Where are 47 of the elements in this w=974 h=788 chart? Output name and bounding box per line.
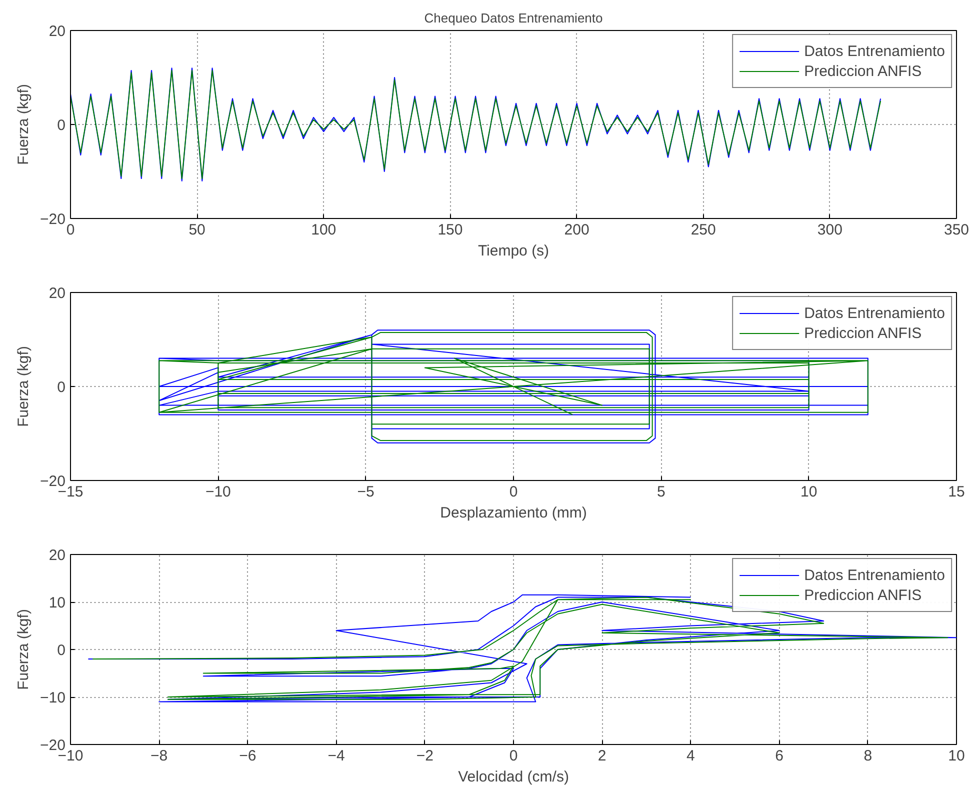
x-tick-label: 100 (311, 222, 336, 238)
y-tick-label: −10 (40, 690, 66, 706)
x-tick-label: 150 (438, 222, 463, 238)
y-tick-label: 0 (57, 642, 66, 659)
y-tick-label: −20 (40, 473, 66, 490)
y-tick-label: 20 (48, 547, 66, 564)
x-tick-label: 15 (948, 484, 965, 500)
x-tick-label: 2 (598, 748, 606, 764)
x-tick-label: −2 (416, 748, 434, 764)
x-axis-title: Velocidad (cm/s) (458, 768, 569, 786)
x-tick-label: 0 (509, 484, 518, 500)
y-tick-label: 0 (57, 379, 66, 396)
legend-label: Prediccion ANFIS (804, 324, 922, 342)
y-tick-label: −20 (40, 737, 66, 754)
x-tick-label: 4 (686, 748, 695, 764)
x-axis-title: Tiempo (s) (478, 242, 550, 260)
x-tick-label: 10 (800, 484, 818, 500)
x-tick-label: −10 (205, 484, 231, 500)
chart-title: Chequeo Datos Entrenamiento (424, 10, 603, 26)
y-tick-label: 10 (48, 594, 66, 612)
legend-label: Prediccion ANFIS (804, 62, 922, 80)
x-axis-title: Desplazamiento (mm) (440, 504, 587, 522)
y-tick-label: 20 (48, 23, 66, 40)
legend-label: Prediccion ANFIS (804, 586, 922, 604)
x-tick-label: 8 (864, 748, 872, 764)
x-tick-label: −4 (328, 748, 345, 764)
legend-label: Datos Entrenamiento (804, 42, 945, 60)
y-tick-label: −20 (40, 211, 66, 228)
x-tick-label: 5 (656, 484, 666, 500)
x-tick-label: 250 (690, 222, 716, 238)
legend-label: Datos Entrenamiento (804, 304, 945, 322)
x-tick-label: 6 (775, 748, 784, 764)
x-tick-label: 300 (817, 222, 842, 238)
x-tick-label: −8 (150, 748, 168, 764)
x-tick-label: 350 (944, 222, 970, 238)
y-tick-label: 20 (48, 285, 66, 302)
y-axis-title: Fuerza (kgf) (15, 346, 32, 427)
x-tick-label: 200 (564, 222, 590, 238)
x-tick-label: 50 (188, 222, 206, 238)
x-tick-label: 0 (509, 748, 518, 764)
y-axis-title: Fuerza (kgf) (15, 84, 32, 165)
x-tick-label: 10 (948, 748, 965, 764)
y-tick-label: 0 (57, 117, 66, 134)
x-tick-label: −6 (239, 748, 256, 764)
x-tick-label: −5 (357, 484, 374, 500)
y-axis-title: Fuerza (kgf) (15, 609, 32, 690)
legend-label: Datos Entrenamiento (804, 566, 945, 584)
